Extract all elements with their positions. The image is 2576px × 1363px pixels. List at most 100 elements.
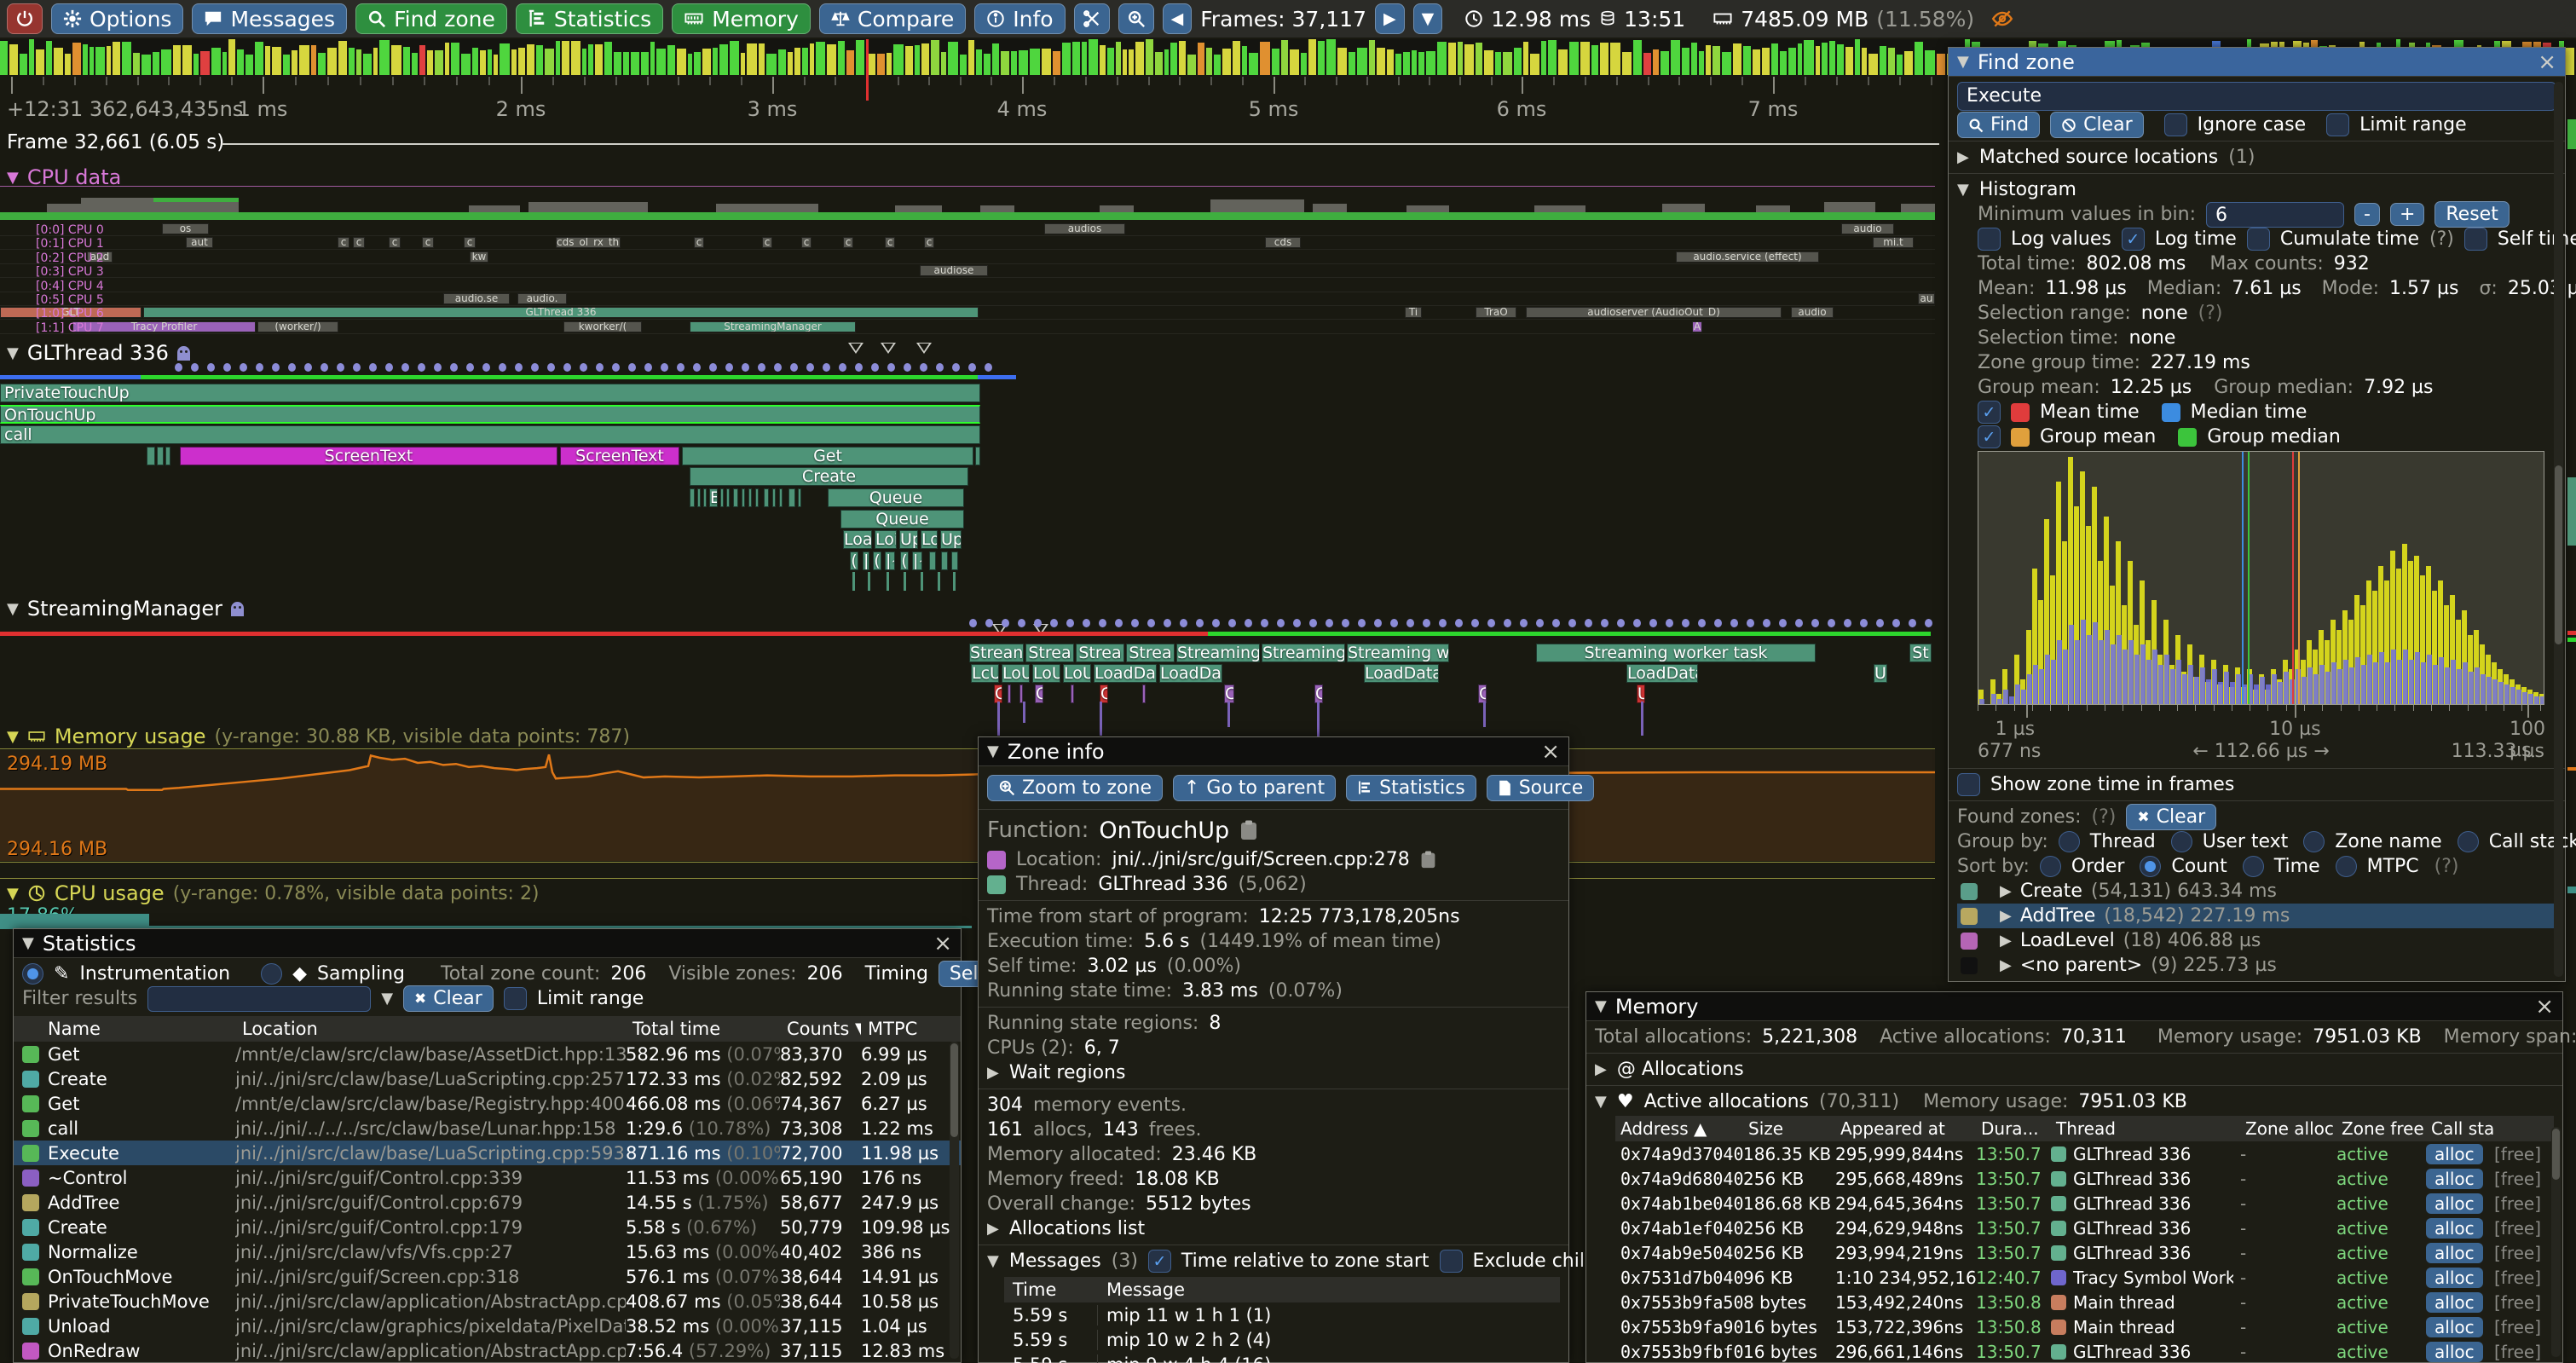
frame-bar[interactable] [555,40,561,75]
group-by-radio[interactable] [2170,831,2192,852]
exclude-children-checkbox[interactable] [1439,1250,1463,1273]
frame-bar[interactable] [802,47,808,75]
frame-bar[interactable] [9,43,18,75]
frame-bar[interactable] [526,43,535,75]
table-row[interactable]: OnRedraw jni/../jni/src/claw/application/… [14,1338,961,1363]
zone-bar[interactable] [742,488,745,507]
frame-marker-icon[interactable] [916,343,932,354]
sample-dot[interactable] [1358,619,1366,627]
frame-bar[interactable] [193,53,199,75]
sample-dot[interactable] [499,363,506,372]
frame-bar[interactable] [1260,42,1270,75]
frame-bar[interactable] [876,54,886,75]
frame-bar[interactable] [719,44,728,75]
frame-bar[interactable] [1337,48,1347,75]
sample-dot[interactable] [1568,619,1576,627]
frame-bar[interactable] [64,54,71,75]
frame-bar[interactable] [1436,41,1447,75]
frame-bar[interactable] [391,44,401,75]
frame-bar[interactable] [846,50,855,75]
sample-dot[interactable] [1747,619,1754,627]
frame-bar[interactable] [222,52,228,75]
frame-bar[interactable] [1569,41,1580,75]
messages-section[interactable]: ▼ Messages (3) ✓ Time relative to zone star… [987,1250,1627,1273]
cpu-zone-segment[interactable]: c [762,237,772,249]
sample-dot[interactable] [693,363,701,372]
found-zone-group[interactable]: ▶ AddTree (18,542) 227.19 ms [1957,904,2556,928]
frame-bar[interactable] [1845,46,1853,75]
sample-dot[interactable] [887,363,895,372]
alloc-callstack-button[interactable]: alloc [2426,1242,2494,1263]
frame-bar[interactable] [53,47,63,75]
sample-dot[interactable] [1099,619,1106,627]
bin-reset-button[interactable]: Reset [2434,201,2510,228]
cpu-zone-segment[interactable]: kworker/( [563,321,642,332]
frame-bar[interactable] [1386,49,1395,75]
frame-bar[interactable] [1475,43,1483,75]
sample-dot[interactable] [1682,619,1689,627]
cpu-zone-segment[interactable]: c [464,237,476,249]
sample-dot[interactable] [1779,619,1787,627]
cpu-zone-segment[interactable]: A [1692,321,1702,332]
sample-dot[interactable] [1002,619,1009,627]
frame-bar[interactable] [766,53,777,75]
cpu-zone-segment[interactable]: audio [1791,307,1834,319]
cpu-zone-segment[interactable]: audioserver (AudioOut_D) [1526,307,1782,319]
histogram-plot[interactable] [1978,451,2544,705]
column-header[interactable]: Location [242,1019,318,1039]
cpu-zone-segment[interactable]: c [885,237,895,249]
sample-dot[interactable] [742,363,749,372]
frame-bar[interactable] [338,41,348,75]
sample-dot[interactable] [1423,619,1430,627]
frame-bar[interactable] [199,50,210,75]
glthread-header[interactable]: ▼ GLThread 336 [7,341,190,365]
time-ruler[interactable]: 1 ms 2 ms 3 ms 4 ms 5 ms 6 ms 7 ms +12:31 362,6… [0,77,1964,130]
table-row[interactable]: ~Control jni/../jni/src/guif/Control.cpp:… [14,1165,961,1190]
sample-dot[interactable] [1455,619,1463,627]
frame-bar[interactable] [1502,51,1513,75]
sample-dot[interactable] [1406,619,1414,627]
cpu-plot-header[interactable]: ▼ CPU usage (y-range: 0.78%, visible data … [7,881,540,905]
table-row[interactable]: Unload jni/../jni/src/claw/graphics/pixel… [14,1314,961,1338]
sample-dot[interactable] [1666,619,1673,627]
frame-bar[interactable] [0,40,9,75]
frame-bar[interactable] [948,41,959,75]
cpu-zone-segment[interactable]: TraO [1476,307,1516,319]
frame-bar[interactable] [172,45,182,75]
found-zone-group[interactable]: ▶ LoadLevel (18) 406.88 µs [1957,928,2556,953]
group-by-radio[interactable] [2457,831,2479,852]
sample-dot[interactable] [1730,619,1738,627]
zone-bar[interactable] [1071,684,1074,703]
zone-bar[interactable] [1142,684,1146,703]
frame-bar[interactable] [1600,43,1609,75]
frame-bar[interactable] [1591,45,1599,75]
sample-dot[interactable] [855,363,863,372]
sample-dot[interactable] [1066,619,1074,627]
message-row[interactable]: 5.59 s mip 10 w 2 h 2 (4) [1004,1327,1560,1352]
frame-bar[interactable] [1733,43,1742,75]
sample-dot[interactable] [1228,619,1236,627]
find-zone-titlebar[interactable]: ▼ Find zone × [1949,48,2565,77]
cpu-zone-segment[interactable]: mi.t [1873,237,1914,249]
zone-bar[interactable]: Strea [1126,644,1175,662]
frame-bar[interactable] [904,45,913,75]
frame-bar[interactable] [1249,53,1259,75]
cpu-zone-segment[interactable]: c [422,237,434,249]
zone-bar[interactable]: LoaU [843,530,872,550]
frame-bar[interactable] [1170,43,1177,75]
histogram-option-checkbox[interactable] [2246,228,2270,251]
frame-bar[interactable] [245,54,253,75]
zone-bar[interactable]: ScreenText [180,446,557,465]
frame-bar[interactable] [1418,51,1424,75]
table-row[interactable]: call jni/../jni/../../../src/claw/base/Lu… [14,1116,961,1141]
table-row[interactable]: PrivateTouchMove jni/../jni/src/claw/appl… [14,1289,961,1314]
frame-bar[interactable] [712,48,718,75]
frame-bar[interactable] [434,50,443,75]
sample-dot[interactable] [839,363,846,372]
ignore-case-checkbox[interactable] [2163,113,2187,136]
column-header[interactable]: Message [1106,1279,1186,1300]
sample-dot[interactable] [952,363,960,372]
frame-bar[interactable] [419,44,426,75]
frame-bar[interactable] [562,40,570,75]
